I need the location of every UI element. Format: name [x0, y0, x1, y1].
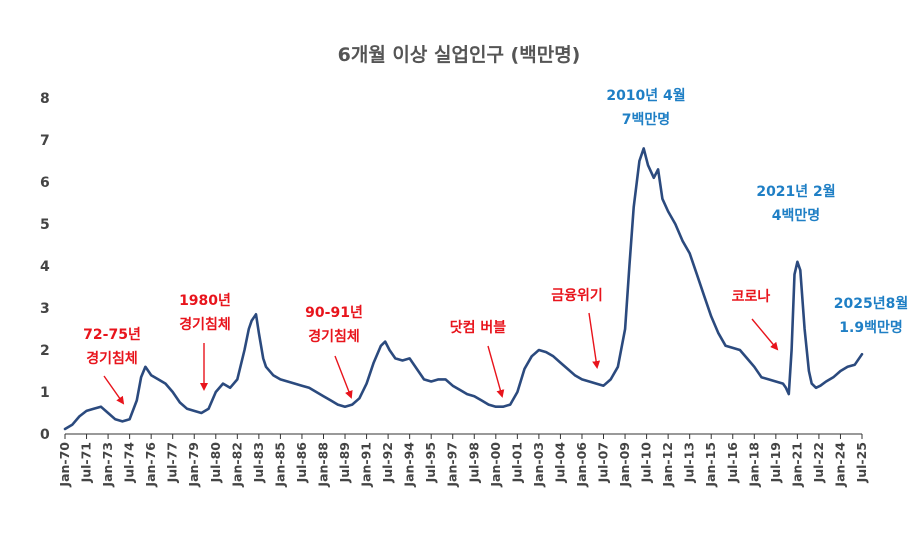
x-tick-label: Jul-25 — [854, 442, 869, 483]
x-tick-label: Jan-79 — [186, 442, 201, 488]
x-tick-label: Jan-21 — [789, 442, 804, 488]
x-tick-label: Jul-22 — [811, 442, 826, 483]
x-tick-label: Jan-88 — [315, 442, 330, 488]
annotation-covid-line1: 코로나 — [732, 289, 771, 305]
y-tick-label: 0 — [40, 427, 50, 443]
annotation-peak-2010: 2010년 4월 7백만명 — [606, 87, 685, 128]
x-tick-label: Jul-01 — [509, 442, 524, 483]
x-tick-label: Jan-73 — [100, 442, 115, 488]
x-tick-label: Jul-71 — [79, 442, 94, 483]
x-tick-label: Jul-80 — [208, 442, 223, 484]
annotation-latest-2025: 2025년8월 1.9백만명 — [834, 295, 908, 336]
x-tick-label: Jan-82 — [229, 442, 244, 488]
y-tick-label: 2 — [40, 343, 50, 359]
x-tick-label: Jul-16 — [725, 442, 740, 484]
annotation-financial-crisis-line1: 금융위기 — [551, 288, 603, 304]
annotation-peak-2021: 2021년 2월 4백만명 — [756, 183, 835, 224]
y-tick-label: 4 — [40, 259, 50, 275]
x-tick-label: Jan-09 — [617, 442, 632, 488]
y-tick-label: 1 — [40, 385, 50, 401]
x-tick-label: Jul-10 — [639, 442, 654, 484]
annotation-72-75-line2: 경기침체 — [86, 350, 138, 367]
x-tick-label: Jan-15 — [703, 442, 718, 488]
x-tick-label: Jul-77 — [165, 442, 180, 483]
x-tick-label: Jan-97 — [445, 442, 460, 488]
x-tick-label: Jul-92 — [380, 442, 395, 483]
annotation-90-91-line2: 경기침체 — [308, 328, 360, 345]
x-tick-label: Jul-74 — [122, 442, 137, 484]
x-tick-label: Jul-19 — [768, 442, 783, 483]
x-tick-label: Jul-13 — [682, 442, 697, 483]
x-tick-label: Jan-85 — [272, 442, 287, 488]
annotation-financial-crisis: 금융위기 — [551, 288, 603, 369]
y-tick-label: 5 — [40, 217, 50, 233]
annotation-covid: 코로나 — [732, 289, 779, 351]
x-tick-label: Jul-95 — [423, 442, 438, 483]
x-tick-label: Jan-18 — [746, 442, 761, 488]
annotation-1980-line1: 1980년 — [179, 293, 231, 309]
x-tick-label: Jan-00 — [488, 442, 503, 488]
annotation-72-75-arrow — [103, 375, 125, 405]
annotation-covid-arrow — [751, 318, 779, 351]
x-tick-label: Jan-24 — [832, 442, 847, 488]
y-tick-label: 3 — [40, 301, 50, 317]
annotation-dotcom-bubble: 닷컴 버블 — [450, 319, 507, 398]
annotation-72-75-recession: 72-75년 경기침체 — [83, 327, 141, 405]
x-tick-label: Jul-04 — [552, 442, 567, 484]
annotation-1980-line2: 경기침체 — [179, 316, 231, 333]
annotation-peak-2010-line2: 7백만명 — [622, 111, 670, 128]
annotation-peak-2021-line1: 2021년 2월 — [756, 183, 835, 200]
x-tick-label: Jan-06 — [574, 442, 589, 488]
annotation-90-91-line1: 90-91년 — [305, 305, 363, 321]
x-tick-label: Jan-03 — [531, 442, 546, 488]
x-tick-labels: Jan-70 Jul-71 Jan-73 Jul-74 Jan-76 Jul-77 Jan-… — [57, 434, 869, 488]
x-tick-label: Jan-12 — [660, 442, 675, 488]
annotation-dotcom-line1: 닷컴 버블 — [450, 319, 507, 336]
annotation-latest-2025-line1: 2025년8월 — [834, 295, 908, 312]
x-tick-label: Jul-07 — [596, 442, 611, 483]
y-axis: 0 1 2 3 4 5 6 7 8 — [40, 91, 50, 443]
annotation-72-75-line1: 72-75년 — [83, 327, 141, 343]
x-tick-label: Jul-83 — [251, 442, 266, 483]
x-tick-label: Jul-98 — [466, 442, 481, 483]
annotation-90-91-recession: 90-91년 경기침체 — [305, 305, 363, 399]
annotation-90-91-arrow — [334, 355, 353, 399]
y-tick-label: 8 — [40, 91, 50, 107]
x-tick-label: Jan-70 — [57, 442, 72, 488]
annotation-latest-2025-line2: 1.9백만명 — [839, 319, 902, 336]
annotation-1980-recession: 1980년 경기침체 — [179, 293, 231, 391]
x-tick-label: Jul-89 — [337, 442, 352, 483]
x-tick-label: Jul-86 — [294, 442, 309, 484]
x-tick-label: Jan-91 — [359, 442, 374, 488]
y-tick-label: 6 — [40, 175, 50, 191]
chart-title: 6개월 이상 실업인구 (백만명) — [338, 44, 581, 66]
y-tick-label: 7 — [40, 133, 50, 149]
annotation-dotcom-arrow — [487, 345, 505, 398]
x-tick-label: Jan-94 — [402, 442, 417, 488]
series-line — [63, 147, 864, 431]
annotation-peak-2021-line2: 4백만명 — [772, 207, 820, 224]
annotation-peak-2010-line1: 2010년 4월 — [606, 87, 685, 104]
x-tick-label: Jan-76 — [143, 442, 158, 488]
annotation-financial-crisis-arrow — [588, 312, 601, 369]
